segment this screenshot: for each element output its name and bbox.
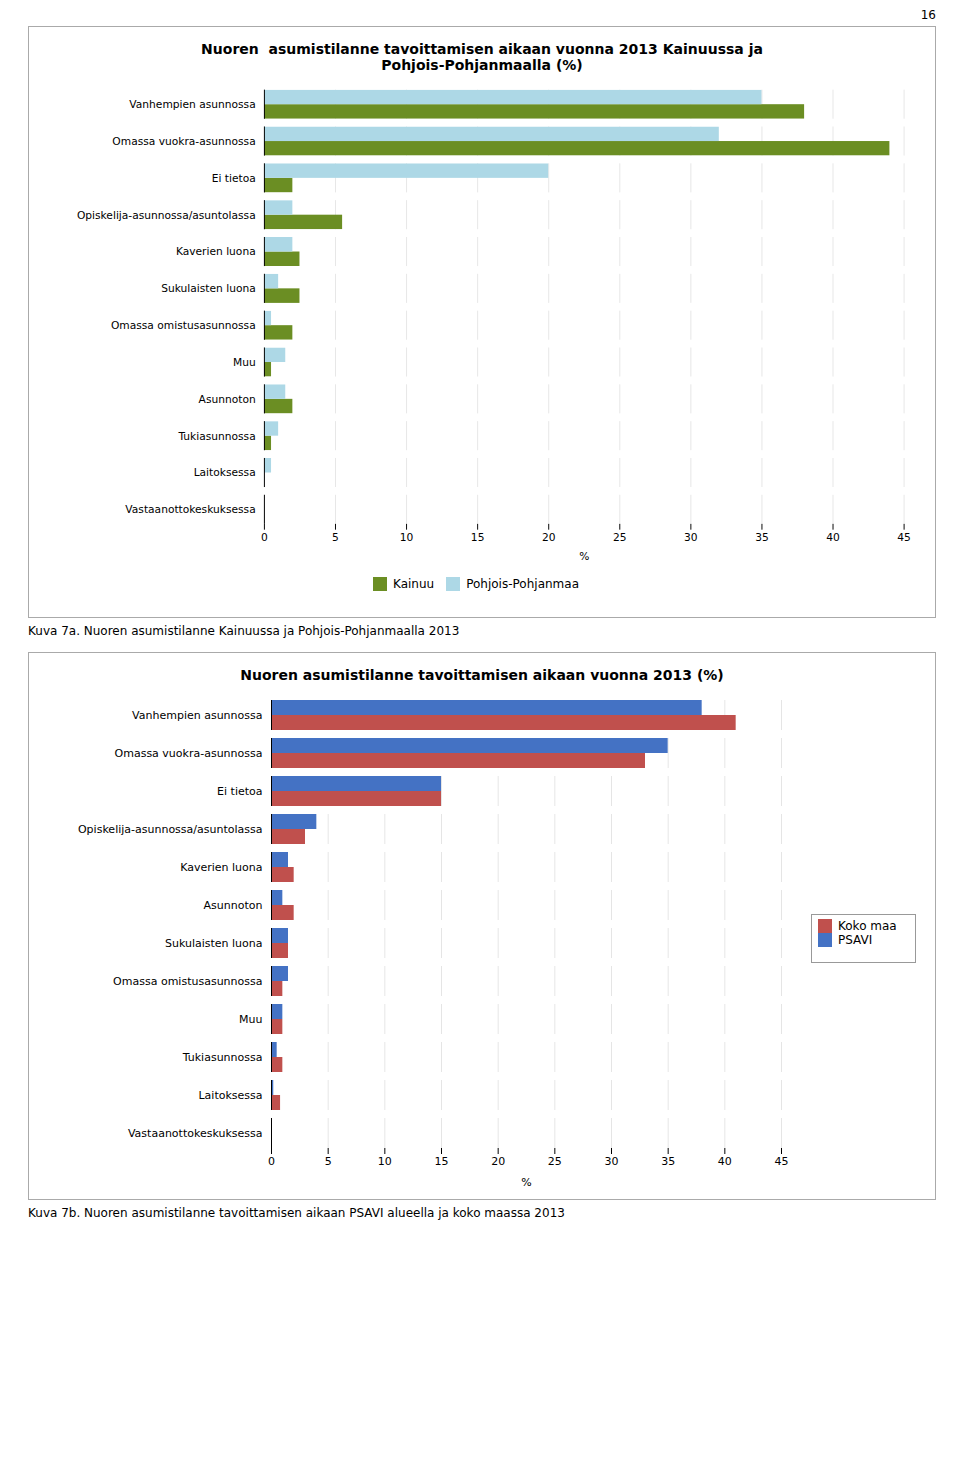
svg-text:Kaverien luona: Kaverien luona [176, 245, 256, 258]
svg-text:Tukiasunnossa: Tukiasunnossa [182, 1051, 263, 1064]
html-text:Nuoren asumistilanne tavoittam: Nuoren asumistilanne tavoittamisen aikaa… [201, 41, 763, 73]
html-text:Kainuu: Kainuu [393, 577, 435, 592]
svg-text:Omassa vuokra-asunnossa: Omassa vuokra-asunnossa [115, 747, 263, 760]
svg-text:Asunnoton: Asunnoton [204, 899, 263, 912]
svg-text:10: 10 [400, 531, 414, 544]
svg-text:20: 20 [542, 531, 556, 544]
svg-text:Opiskelija-asunnossa/asuntolas: Opiskelija-asunnossa/asuntolassa [77, 209, 256, 222]
svg-text:40: 40 [826, 531, 840, 544]
svg-text:Vanhempien asunnossa: Vanhempien asunnossa [132, 709, 262, 722]
svg-text:25: 25 [613, 531, 627, 544]
svg-text:Kaverien luona: Kaverien luona [180, 861, 262, 874]
svg-text:5: 5 [332, 531, 339, 544]
html-text:Koko maa: Koko maa [838, 919, 897, 934]
svg-text:25: 25 [548, 1155, 562, 1168]
svg-text:35: 35 [661, 1155, 675, 1168]
svg-text:Sukulaisten luona: Sukulaisten luona [161, 282, 256, 295]
svg-text:Ei tietoa: Ei tietoa [212, 172, 256, 185]
svg-text:Sukulaisten luona: Sukulaisten luona [165, 937, 263, 950]
html-text:Nuoren asumistilanne tavoittam: Nuoren asumistilanne tavoittamisen aikaa… [240, 666, 724, 683]
svg-text:30: 30 [605, 1155, 619, 1168]
svg-text:Laitoksessa: Laitoksessa [198, 1089, 262, 1102]
svg-text:Asunnoton: Asunnoton [199, 393, 256, 406]
svg-text:Vastaanottokeskuksessa: Vastaanottokeskuksessa [125, 503, 255, 516]
html-text:16: 16 [920, 8, 936, 22]
svg-text:Vastaanottokeskuksessa: Vastaanottokeskuksessa [128, 1127, 263, 1140]
svg-text:5: 5 [325, 1155, 332, 1168]
svg-text:%: % [521, 1175, 531, 1188]
html-text:Kuva 7b. Nuoren asumistilanne: Kuva 7b. Nuoren asumistilanne tavoittami… [28, 1205, 565, 1220]
svg-text:Omassa omistusasunnossa: Omassa omistusasunnossa [113, 975, 262, 988]
svg-text:45: 45 [897, 531, 911, 544]
svg-text:15: 15 [435, 1155, 449, 1168]
svg-text:10: 10 [378, 1155, 392, 1168]
svg-text:0: 0 [268, 1155, 275, 1168]
svg-text:Omassa omistusasunnossa: Omassa omistusasunnossa [111, 319, 256, 332]
svg-text:15: 15 [471, 531, 485, 544]
svg-text:Vanhempien asunnossa: Vanhempien asunnossa [129, 98, 255, 111]
html-text:PSAVI: PSAVI [838, 933, 873, 948]
svg-text:%: % [579, 550, 589, 563]
svg-text:30: 30 [684, 531, 698, 544]
html-text:Kuva 7a. Nuoren asumistilanne: Kuva 7a. Nuoren asumistilanne Kainuussa … [28, 623, 460, 638]
svg-text:Omassa vuokra-asunnossa: Omassa vuokra-asunnossa [112, 135, 255, 148]
svg-text:35: 35 [755, 531, 769, 544]
svg-text:Opiskelija-asunnossa/asuntolas: Opiskelija-asunnossa/asuntolassa [78, 823, 263, 836]
html-text:Pohjois-Pohjanmaa: Pohjois-Pohjanmaa [466, 577, 579, 592]
svg-text:Ei tietoa: Ei tietoa [217, 785, 262, 798]
svg-text:Muu: Muu [233, 356, 256, 369]
svg-text:Tukiasunnossa: Tukiasunnossa [177, 430, 255, 443]
svg-text:45: 45 [775, 1155, 789, 1168]
svg-text:0: 0 [261, 531, 268, 544]
svg-text:Muu: Muu [239, 1013, 262, 1026]
svg-text:20: 20 [491, 1155, 505, 1168]
svg-text:40: 40 [718, 1155, 732, 1168]
svg-text:Laitoksessa: Laitoksessa [194, 466, 256, 479]
